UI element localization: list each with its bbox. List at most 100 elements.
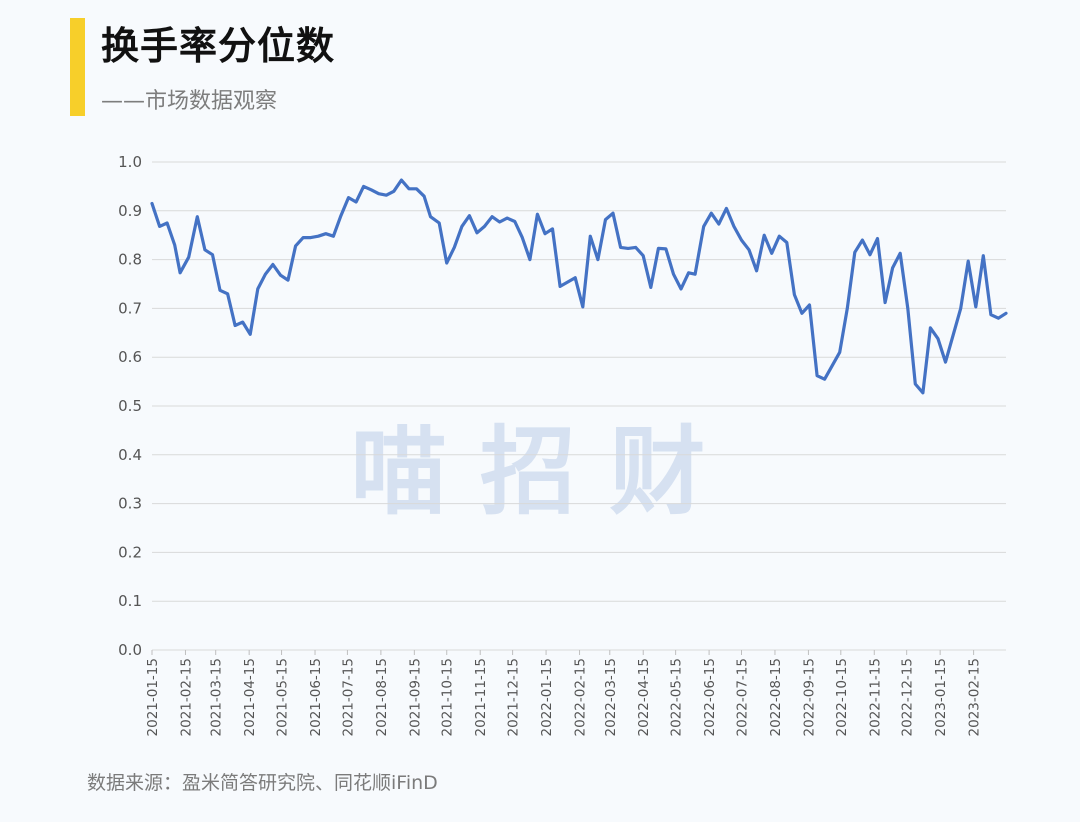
x-tick-label: 2022-08-15: [768, 658, 784, 736]
x-tick-label: 2022-04-15: [636, 658, 652, 736]
data-point: [445, 261, 448, 265]
data-point: [1004, 312, 1008, 315]
data-point: [392, 190, 395, 193]
data-point: [498, 220, 501, 224]
grid-lines: [152, 161, 1006, 651]
data-point: [377, 192, 380, 195]
series-line: [150, 178, 1008, 395]
y-tick-label: 0.1: [118, 592, 142, 610]
data-point: [475, 231, 479, 234]
data-point: [581, 305, 584, 309]
y-tick-label: 0.8: [118, 251, 142, 269]
y-tick-label: 0.7: [118, 299, 142, 317]
data-point: [407, 187, 411, 190]
x-tick-label: 2022-11-15: [867, 658, 883, 736]
x-tick-label: 2021-09-15: [407, 658, 423, 736]
data-point: [596, 258, 600, 261]
x-tick-label: 2021-05-15: [275, 658, 291, 736]
data-point: [286, 278, 290, 282]
data-point: [150, 202, 154, 205]
data-point: [490, 215, 494, 218]
x-tick-label: 2022-01-15: [539, 658, 555, 736]
data-point: [664, 247, 668, 251]
data-point: [626, 247, 630, 250]
x-tick-label: 2021-06-15: [308, 658, 324, 736]
y-tick-label: 0.6: [118, 348, 142, 366]
data-point: [876, 237, 879, 240]
data-point: [521, 236, 524, 239]
data-point: [317, 235, 320, 238]
data-point: [218, 289, 222, 292]
data-point: [460, 225, 464, 228]
y-tick-label: 0.5: [118, 397, 142, 415]
data-point: [619, 246, 622, 249]
data-point: [989, 313, 993, 316]
data-point: [853, 251, 856, 254]
x-tick-label: 2022-10-15: [834, 658, 850, 736]
data-point: [233, 324, 237, 327]
data-point: [899, 252, 902, 255]
y-axis: 0.0 0.1 0.2 0.3 0.4 0.5 0.6 0.7 0.8 0.9 1.0: [118, 153, 142, 659]
data-point: [415, 187, 418, 190]
data-point: [528, 258, 532, 261]
x-tick-label: 2021-07-15: [340, 658, 356, 736]
y-tick-label: 0.0: [118, 641, 142, 659]
x-tick-label: 2021-10-15: [440, 658, 456, 736]
data-point: [483, 225, 486, 228]
data-point: [710, 212, 713, 215]
data-point: [959, 307, 962, 310]
data-point: [672, 273, 675, 276]
data-point: [936, 337, 940, 340]
data-point: [604, 218, 607, 221]
data-point: [362, 185, 365, 188]
data-point: [543, 232, 547, 235]
data-point: [453, 246, 456, 249]
data-point: [158, 225, 161, 228]
x-tick-label: 2022-03-15: [603, 658, 619, 736]
data-source-note: 数据来源：盈米简答研究院、同花顺iFinD: [87, 772, 438, 794]
data-point: [506, 216, 509, 220]
data-point: [589, 235, 592, 238]
data-point: [302, 236, 305, 239]
data-point: [740, 238, 743, 242]
data-point: [370, 188, 373, 191]
data-point: [294, 244, 297, 248]
data-point: [687, 271, 690, 274]
data-point: [574, 276, 577, 279]
data-point: [838, 351, 841, 354]
data-point: [883, 301, 887, 304]
data-point: [732, 225, 736, 228]
data-point: [422, 195, 426, 198]
x-tick-label: 2021-12-15: [506, 658, 522, 736]
x-tick-label: 2021-04-15: [242, 658, 258, 736]
data-point: [649, 286, 652, 289]
data-point: [967, 259, 970, 263]
y-tick-label: 0.3: [118, 495, 142, 513]
data-point: [249, 333, 252, 336]
data-point: [717, 222, 720, 226]
x-tick-label: 2021-11-15: [473, 658, 489, 736]
data-point: [944, 360, 947, 364]
data-point: [173, 243, 176, 247]
series-layer: [150, 178, 1008, 395]
data-point: [982, 254, 985, 257]
data-point: [747, 248, 751, 251]
data-point: [211, 253, 214, 256]
data-point: [551, 227, 554, 231]
x-tick-label: 2022-09-15: [801, 658, 817, 736]
data-point: [921, 391, 925, 394]
data-point: [763, 234, 766, 237]
data-point: [256, 287, 259, 291]
page-subtitle: ——市场数据观察: [101, 89, 278, 114]
data-point: [513, 220, 516, 223]
x-tick-label: 2023-02-15: [967, 658, 983, 736]
data-point: [891, 266, 894, 270]
page-title: 换手率分位数: [101, 24, 336, 68]
data-point: [657, 247, 660, 250]
title-accent-bar: [70, 18, 85, 116]
x-tick-label: 2021-08-15: [374, 658, 390, 736]
y-tick-label: 1.0: [118, 153, 142, 171]
data-point: [974, 305, 977, 309]
data-point: [642, 254, 645, 257]
